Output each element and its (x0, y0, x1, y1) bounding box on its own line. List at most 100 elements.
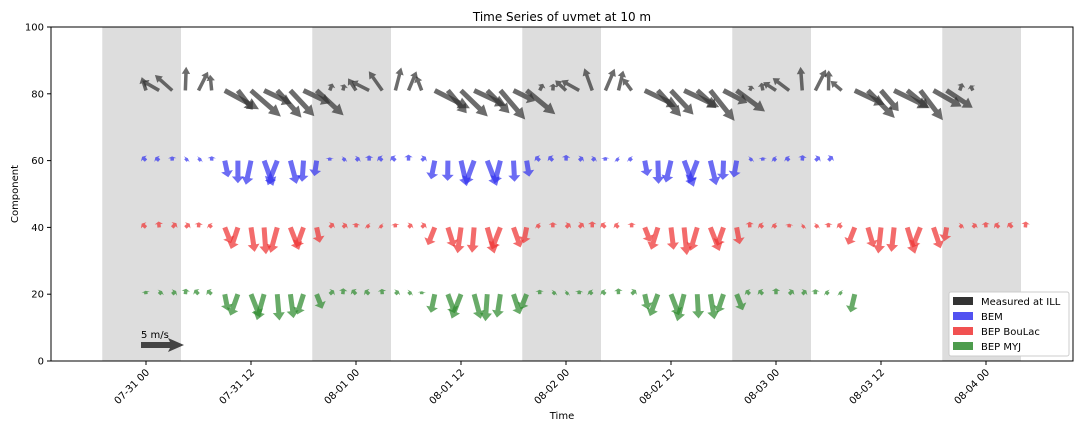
night-band-1 (312, 27, 391, 361)
series-2-arrow (222, 226, 235, 244)
series-2-arrow (993, 222, 1001, 229)
series-1-arrow (534, 155, 541, 162)
series-3-arrow (426, 293, 438, 313)
series-1-arrow (168, 156, 177, 161)
y-tick-label-80: 80 (31, 89, 44, 100)
series-2-arrow (292, 226, 306, 248)
series-3-arrow (492, 293, 504, 318)
series-2-arrow (312, 226, 325, 243)
series-0-arrow (616, 70, 626, 91)
series-3-arrow (811, 289, 820, 295)
series-3-arrow (293, 293, 306, 315)
series-2-arrow (757, 222, 765, 229)
series-0-arrow (796, 66, 806, 91)
series-3-arrow (575, 290, 584, 295)
series-1-arrow (140, 155, 148, 162)
series-0-arrow (235, 88, 253, 110)
series-2-arrow (247, 227, 260, 252)
series-2-arrow (548, 222, 558, 228)
legend-swatch-myj (953, 342, 973, 350)
series-2-arrow (642, 226, 654, 242)
series-0-arrow (142, 80, 160, 92)
series-3-arrow (757, 288, 765, 296)
series-0-arrow (830, 80, 843, 92)
y-tick-label-20: 20 (31, 290, 44, 301)
series-1-arrow (420, 155, 427, 162)
series-0-arrow (708, 88, 735, 121)
series-2-arrow (886, 227, 899, 252)
legend-box (948, 291, 1070, 357)
series-3-arrow (801, 289, 808, 296)
series-2-arrow (341, 222, 348, 229)
series-0-arrow (327, 83, 336, 92)
series-1-arrow (390, 155, 397, 162)
series-0-arrow (695, 88, 717, 109)
series-0-arrow (196, 71, 209, 92)
series-0-arrow (622, 78, 633, 92)
legend-swatch-boulac (953, 327, 973, 335)
series-3-arrow (314, 293, 326, 309)
series-3-arrow (673, 293, 687, 322)
series-0-arrow (249, 88, 281, 117)
series-2-arrow (184, 222, 191, 229)
x-tick-label-7: 08-03 12 (848, 367, 888, 407)
series-2-arrow (814, 222, 820, 229)
y-tick-label-0: 0 (38, 357, 44, 368)
series-3-arrow (734, 293, 747, 311)
series-2-arrow (844, 226, 858, 245)
series-1-arrow (441, 160, 454, 181)
series-0-arrow (181, 66, 191, 91)
series-3-arrow (535, 289, 544, 295)
series-0-arrow (548, 83, 558, 91)
series-1-arrow (354, 155, 361, 162)
series-0-arrow (905, 88, 929, 108)
series-0-arrow (879, 88, 899, 112)
series-3-arrow (364, 288, 371, 296)
series-1-arrow (265, 159, 280, 186)
series-3-arrow (641, 293, 653, 310)
series-3-arrow (328, 289, 335, 296)
series-2-arrow (865, 226, 878, 248)
series-2-arrow (328, 222, 335, 229)
series-0-arrow (747, 85, 755, 92)
series-2-arrow (206, 222, 213, 229)
series-1-arrow (748, 156, 755, 163)
series-2-arrow (680, 227, 692, 256)
series-3-arrow (630, 288, 637, 296)
series-3-arrow (471, 293, 485, 319)
series-0-arrow (347, 78, 358, 92)
series-2-arrow (577, 222, 585, 229)
series-3-arrow (707, 293, 720, 320)
series-2-arrow (588, 221, 597, 228)
series-0-arrow (763, 81, 777, 92)
series-1-arrow (717, 160, 729, 180)
series-2-arrow (732, 226, 745, 245)
series-1-arrow (241, 160, 254, 185)
series-3-arrow (253, 293, 267, 321)
series-1-arrow (221, 160, 233, 178)
series-1-arrow (183, 156, 190, 163)
legend: Measured at ILL BEM BEP BouLac BEP MYJ (948, 291, 1070, 357)
series-2-arrow (904, 226, 919, 254)
series-3-arrow (824, 289, 830, 296)
series-0-arrow (932, 88, 962, 107)
series-3-arrow (646, 293, 661, 317)
series-1-arrow (771, 155, 778, 163)
series-0-arrow (445, 88, 467, 114)
series-3-arrow (417, 291, 426, 295)
series-0-arrow (824, 70, 833, 91)
series-2-arrow (931, 226, 945, 249)
series-1-arrow (561, 154, 571, 161)
series-3-arrow (272, 294, 285, 321)
series-2-arrow (666, 227, 679, 250)
series-0-arrow (957, 83, 966, 92)
series-3-arrow (407, 289, 413, 296)
series-0-arrow (757, 82, 767, 91)
series-2-arrow (154, 221, 163, 228)
legend-label-myj: BEP MYJ (981, 342, 1021, 353)
y-tick-label-100: 100 (25, 23, 44, 34)
series-1-arrow (508, 160, 521, 182)
series-0-arrow (866, 88, 895, 118)
series-3-arrows (141, 288, 858, 322)
